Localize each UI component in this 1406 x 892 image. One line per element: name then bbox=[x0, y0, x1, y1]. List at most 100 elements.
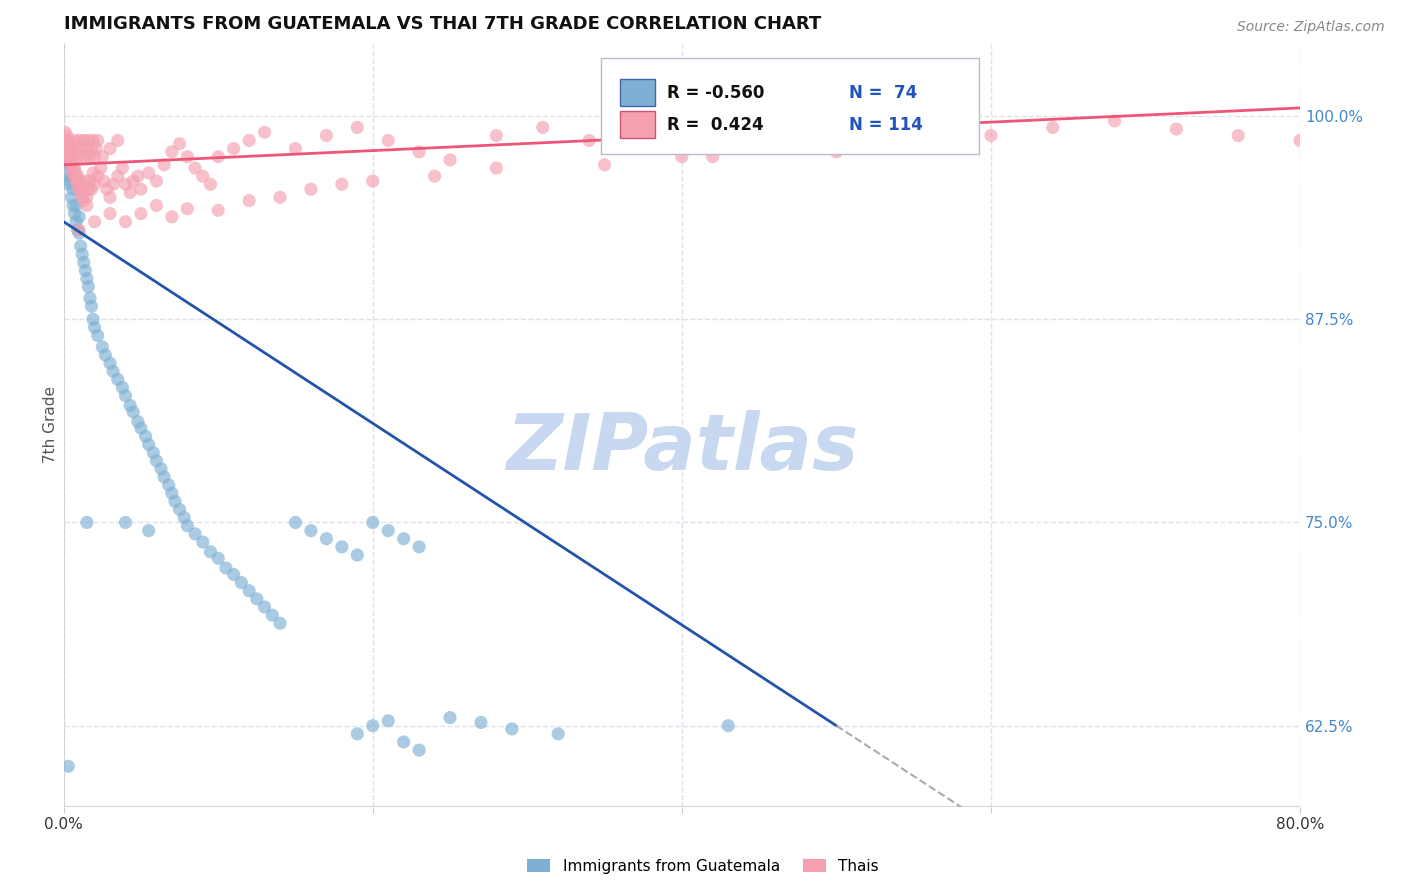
Point bbox=[83, 320, 105, 334]
Point bbox=[485, 161, 508, 175]
Point bbox=[176, 202, 198, 216]
Point bbox=[377, 133, 399, 147]
Point bbox=[253, 600, 276, 615]
Point bbox=[222, 142, 245, 156]
Point bbox=[63, 169, 86, 184]
Point bbox=[949, 138, 972, 153]
Point bbox=[66, 223, 89, 237]
Point bbox=[284, 142, 307, 156]
Point bbox=[238, 583, 260, 598]
Point bbox=[59, 174, 82, 188]
Point bbox=[55, 136, 77, 151]
Point bbox=[75, 263, 97, 277]
Point bbox=[135, 429, 157, 443]
Point bbox=[53, 125, 76, 139]
Point bbox=[361, 516, 384, 530]
Point bbox=[69, 150, 91, 164]
Point bbox=[62, 142, 84, 156]
Point bbox=[91, 340, 114, 354]
Point bbox=[63, 133, 86, 147]
Point bbox=[1042, 120, 1064, 135]
Point bbox=[470, 715, 492, 730]
Point bbox=[65, 215, 87, 229]
Point bbox=[76, 516, 98, 530]
Point bbox=[69, 178, 91, 192]
Point bbox=[58, 759, 80, 773]
Point bbox=[856, 128, 879, 143]
Point bbox=[73, 133, 96, 147]
Point bbox=[315, 128, 337, 143]
Point bbox=[299, 182, 322, 196]
Point bbox=[98, 206, 121, 220]
Point bbox=[238, 133, 260, 147]
Text: ZIPatlas: ZIPatlas bbox=[506, 409, 858, 486]
Point bbox=[93, 174, 115, 188]
Point bbox=[58, 178, 80, 192]
Point bbox=[142, 445, 165, 459]
Point bbox=[101, 178, 124, 192]
Point bbox=[58, 154, 80, 169]
Point bbox=[346, 120, 368, 135]
Point bbox=[84, 142, 107, 156]
Point bbox=[346, 727, 368, 741]
Point bbox=[67, 226, 90, 240]
Point bbox=[82, 166, 104, 180]
Point bbox=[66, 178, 89, 192]
Text: N = 114: N = 114 bbox=[849, 116, 922, 134]
Point bbox=[315, 532, 337, 546]
Point bbox=[160, 210, 183, 224]
Point bbox=[392, 532, 415, 546]
Point bbox=[408, 540, 430, 554]
Point bbox=[377, 524, 399, 538]
Point bbox=[439, 710, 461, 724]
Point bbox=[73, 186, 96, 200]
Point bbox=[55, 166, 77, 180]
Point bbox=[67, 174, 90, 188]
Point bbox=[439, 153, 461, 167]
Point bbox=[77, 133, 100, 147]
Point bbox=[547, 727, 569, 741]
Point bbox=[138, 524, 160, 538]
Point bbox=[90, 161, 112, 175]
Text: Source: ZipAtlas.com: Source: ZipAtlas.com bbox=[1237, 20, 1385, 34]
Point bbox=[70, 182, 93, 196]
Point bbox=[157, 478, 180, 492]
Point bbox=[58, 150, 80, 164]
Point bbox=[80, 142, 103, 156]
Point bbox=[145, 198, 167, 212]
Point bbox=[63, 206, 86, 220]
Point bbox=[114, 215, 136, 229]
Point bbox=[67, 182, 90, 196]
Point bbox=[262, 608, 284, 623]
Point bbox=[671, 150, 693, 164]
Point bbox=[60, 190, 83, 204]
Point bbox=[160, 486, 183, 500]
Point bbox=[531, 120, 554, 135]
Point bbox=[69, 186, 91, 200]
Point bbox=[191, 535, 214, 549]
Point bbox=[98, 142, 121, 156]
Point bbox=[60, 169, 83, 184]
Point bbox=[485, 128, 508, 143]
Point bbox=[66, 169, 89, 184]
Point bbox=[1227, 128, 1250, 143]
Point bbox=[269, 616, 291, 631]
Point bbox=[59, 138, 82, 153]
Point bbox=[377, 714, 399, 728]
Point bbox=[169, 502, 191, 516]
Point bbox=[408, 743, 430, 757]
Point bbox=[111, 161, 134, 175]
Point bbox=[70, 142, 93, 156]
Point bbox=[717, 719, 740, 733]
Point bbox=[65, 174, 87, 188]
FancyBboxPatch shape bbox=[620, 79, 655, 106]
Point bbox=[86, 328, 108, 343]
Point bbox=[200, 178, 222, 192]
Point bbox=[107, 372, 129, 386]
Point bbox=[83, 178, 105, 192]
Text: IMMIGRANTS FROM GUATEMALA VS THAI 7TH GRADE CORRELATION CHART: IMMIGRANTS FROM GUATEMALA VS THAI 7TH GR… bbox=[63, 15, 821, 33]
Point bbox=[145, 453, 167, 467]
Point bbox=[73, 194, 96, 208]
Point bbox=[624, 142, 647, 156]
Point bbox=[114, 178, 136, 192]
